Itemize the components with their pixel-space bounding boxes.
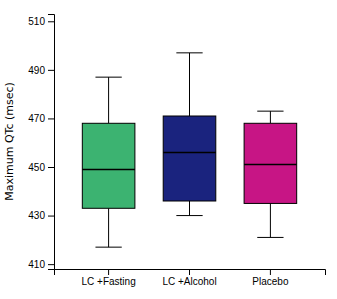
y-axis-title: Maximum QTc (msec) bbox=[3, 82, 16, 201]
x-tick-mark bbox=[108, 269, 109, 275]
whisker-low bbox=[189, 201, 190, 216]
boxes bbox=[82, 53, 296, 247]
y-axis: 410 430 450 470 490 510 bbox=[28, 15, 54, 270]
y-tick-mark bbox=[48, 21, 54, 22]
whisker-high bbox=[270, 111, 271, 123]
box bbox=[244, 123, 297, 203]
y-tick: 450 bbox=[28, 162, 54, 173]
x-tick-mark bbox=[189, 269, 190, 275]
whisker-low bbox=[108, 208, 109, 247]
box bbox=[82, 123, 135, 208]
y-tick-mark bbox=[48, 70, 54, 71]
box-group bbox=[82, 77, 135, 247]
x-tick: Placebo bbox=[252, 269, 289, 287]
y-tick-label: 450 bbox=[28, 162, 45, 173]
cap-high bbox=[176, 52, 202, 53]
cap-low bbox=[95, 247, 121, 248]
y-tick: 490 bbox=[28, 65, 54, 76]
x-axis-line bbox=[55, 270, 326, 276]
chart: 410 430 450 470 490 510 LC +Fasting LC +Alcohol… bbox=[0, 0, 337, 299]
y-tick-mark bbox=[48, 118, 54, 119]
cap-high bbox=[95, 77, 121, 78]
whisker-high bbox=[189, 53, 190, 116]
y-tick: 410 bbox=[28, 259, 54, 270]
x-tick-label: Placebo bbox=[252, 276, 289, 287]
y-tick-mark bbox=[48, 264, 54, 265]
y-tick-mark bbox=[48, 167, 54, 168]
box bbox=[163, 116, 216, 201]
y-tick-label: 410 bbox=[28, 259, 45, 270]
x-axis: LC +Fasting LC +Alcohol Placebo bbox=[55, 269, 326, 287]
y-tick-mark bbox=[48, 216, 54, 217]
whisker-low bbox=[270, 203, 271, 237]
y-axis-line bbox=[48, 15, 55, 270]
y-tick: 430 bbox=[28, 210, 54, 221]
y-tick-label: 510 bbox=[28, 16, 45, 27]
median bbox=[244, 164, 297, 166]
x-tick-mark bbox=[270, 269, 271, 275]
x-tick: LC +Fasting bbox=[82, 269, 136, 287]
box-group bbox=[163, 53, 216, 216]
median bbox=[82, 169, 135, 171]
y-tick-label: 490 bbox=[28, 65, 45, 76]
x-tick-label: LC +Alcohol bbox=[162, 276, 216, 287]
whisker-high bbox=[108, 77, 109, 123]
cap-high bbox=[257, 111, 283, 112]
box-group bbox=[244, 111, 297, 237]
y-tick: 510 bbox=[28, 16, 54, 27]
y-tick: 470 bbox=[28, 113, 54, 124]
cap-low bbox=[176, 215, 202, 216]
y-tick-label: 470 bbox=[28, 113, 45, 124]
cap-low bbox=[257, 237, 283, 238]
x-tick-label: LC +Fasting bbox=[82, 276, 136, 287]
y-tick-label: 430 bbox=[28, 210, 45, 221]
median bbox=[163, 152, 216, 154]
x-tick: LC +Alcohol bbox=[162, 269, 216, 287]
plot: 410 430 450 470 490 510 LC +Fasting LC +Alcohol… bbox=[3, 15, 326, 288]
